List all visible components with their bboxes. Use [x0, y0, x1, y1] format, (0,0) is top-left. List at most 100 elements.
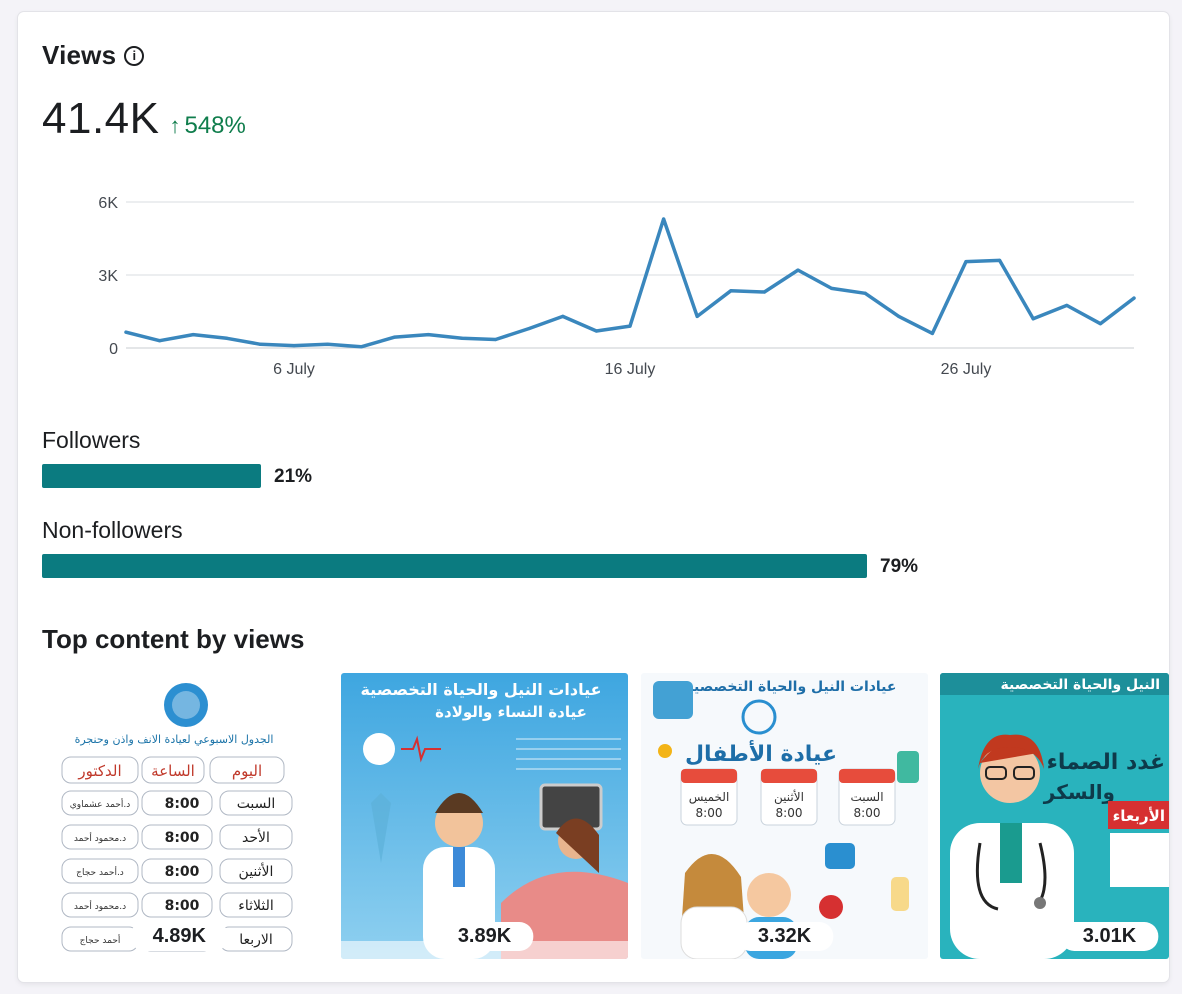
clinic-subheading: عيادة النساء والولادة: [435, 703, 587, 721]
views-change: ↑ 548%: [169, 112, 245, 140]
data-point: [1098, 322, 1102, 326]
schedule-cell: [141, 892, 213, 918]
data-point: [1065, 303, 1069, 308]
data-point: [762, 290, 767, 294]
schedule-cell: [61, 892, 139, 918]
calendar-header: [761, 769, 817, 783]
schedule-day: الاربعا: [239, 932, 273, 948]
schedule-cell: [219, 892, 293, 918]
calendar-time: 8:00: [776, 806, 803, 820]
data-point: [158, 339, 162, 343]
schedule-doctor: أحمد حجاج: [80, 934, 121, 946]
schedule-image: الجدول الاسبوعي لعيادة الانف واذن وحنجرة…: [42, 673, 306, 959]
schedule-cell: [219, 858, 293, 884]
schedule-cell: [141, 824, 213, 850]
top-content-title: Top content by views: [42, 624, 305, 654]
data-point: [729, 289, 733, 293]
schedule-time: 8:00: [165, 898, 200, 914]
top-content-item[interactable]: النيل والحياة التخصصية غدد الصماء والسكر…: [940, 673, 1169, 959]
y-tick-label: 0: [109, 341, 118, 358]
non-followers-label: Non-followers: [42, 517, 183, 543]
schedule-day: السبت: [237, 796, 276, 812]
calendar-day: السبت: [850, 790, 883, 804]
followers-bar: [42, 464, 1086, 488]
calendar-time: 8:00: [854, 806, 881, 820]
data-point: [830, 286, 834, 290]
x-tick-label: 26 July: [941, 361, 992, 378]
followers-label: Followers: [42, 427, 141, 453]
data-point: [258, 342, 262, 346]
followers-bar-fill: [42, 464, 261, 488]
data-point: [494, 337, 498, 342]
data-point: [426, 333, 430, 337]
top-content-item[interactable]: الجدول الاسبوعي لعيادة الانف واذن وحنجرة…: [42, 673, 306, 959]
views-metric: 41.4K ↑ 548%: [42, 94, 246, 144]
endocrinology-image: النيل والحياة التخصصية غدد الصماء والسكر…: [940, 673, 1169, 959]
data-point: [561, 314, 565, 318]
data-point: [897, 314, 901, 318]
pediatrics-image: عيادات النيل والحياة التخصصية عيادة الأط…: [641, 673, 928, 959]
data-point: [628, 324, 632, 328]
non-followers-percent: 79%: [880, 556, 919, 577]
x-tick-label: 6 July: [273, 361, 315, 378]
followers-percent: 21%: [274, 466, 313, 487]
data-point: [1132, 296, 1136, 300]
schedule-cell: [141, 790, 213, 816]
clinic-subheading: عيادة الأطفال: [685, 739, 837, 767]
data-point: [326, 342, 330, 346]
schedule-doctor: د.أحمد حجاج: [76, 866, 124, 878]
top-content-item[interactable]: عيادات النيل والحياة التخصصية عيادة الأط…: [641, 673, 928, 959]
data-point: [662, 217, 666, 221]
data-point: [964, 260, 968, 264]
data-point: [460, 336, 464, 340]
schedule-day: الأثنين: [239, 862, 274, 880]
data-point: [695, 314, 699, 318]
clinic-heading: عيادات النيل والحياة التخصصية: [686, 679, 897, 695]
schedule-doctor: د.أحمد عشماوي: [70, 798, 130, 810]
views-insights-card: Views i 41.4K ↑ 548% 0 3K 6K 6 July 16 July 26…: [18, 12, 1169, 982]
data-point: [191, 333, 195, 337]
schedule-col-day: اليوم: [232, 762, 262, 780]
clinic-heading: عيادات النيل والحياة التخصصية: [360, 680, 601, 699]
views-change-value: 548%: [184, 112, 246, 139]
schedule-cell: [141, 858, 213, 884]
schedule-col-doctor: الدكتور: [77, 762, 121, 780]
data-point: [998, 258, 1002, 262]
calendar-day: الخميس: [689, 790, 730, 805]
schedule-doctor: د.محمود أحمد: [74, 900, 126, 912]
data-point: [1031, 317, 1035, 321]
info-icon[interactable]: i: [124, 45, 145, 66]
schedule-time: 8:00: [165, 796, 200, 812]
data-point: [292, 343, 296, 348]
clinic-line2: والسكر: [1043, 780, 1115, 804]
clinic-heading: النيل والحياة التخصصية: [1001, 677, 1160, 693]
calendar-time: 8:00: [696, 806, 723, 820]
top-content-item[interactable]: عيادات النيل والحياة التخصصية عيادة النس…: [341, 673, 628, 959]
calendar-header: [839, 769, 895, 783]
schedule-doctor: د.محمود أحمد: [74, 832, 126, 844]
schedule-cell: [61, 858, 139, 884]
data-point: [930, 331, 935, 335]
schedule-cell: [61, 824, 139, 850]
schedule-cell: [219, 824, 293, 850]
schedule-col-time: الساعة: [151, 762, 195, 780]
schedule-heading: الجدول الاسبوعي لعيادة الانف واذن وحنجرة: [75, 733, 274, 746]
data-point: [527, 326, 531, 331]
clinic-line1: غدد الصماء: [1047, 750, 1165, 775]
schedule-cell: [61, 790, 139, 816]
data-point: [359, 345, 363, 349]
schedule-day: الأحد: [242, 828, 270, 846]
y-tick-label: 6K: [98, 195, 118, 212]
schedule-day: الثلاثاء: [238, 898, 273, 914]
views-title: Views: [42, 40, 117, 70]
calendar-day: الأثنين: [774, 789, 804, 805]
calendar-header: [681, 769, 737, 783]
top-content-views: 3.01K: [1060, 922, 1159, 951]
clinic-line3: الأربعاء: [1113, 807, 1165, 825]
schedule-time: 8:00: [165, 830, 200, 846]
data-point: [594, 329, 599, 333]
top-content-views: 4.89K: [130, 922, 228, 951]
arrow-up-icon: ↑: [169, 113, 181, 138]
ultrasound-image: عيادات النيل والحياة التخصصية عيادة النس…: [341, 673, 628, 959]
x-tick-label: 16 July: [605, 361, 656, 378]
